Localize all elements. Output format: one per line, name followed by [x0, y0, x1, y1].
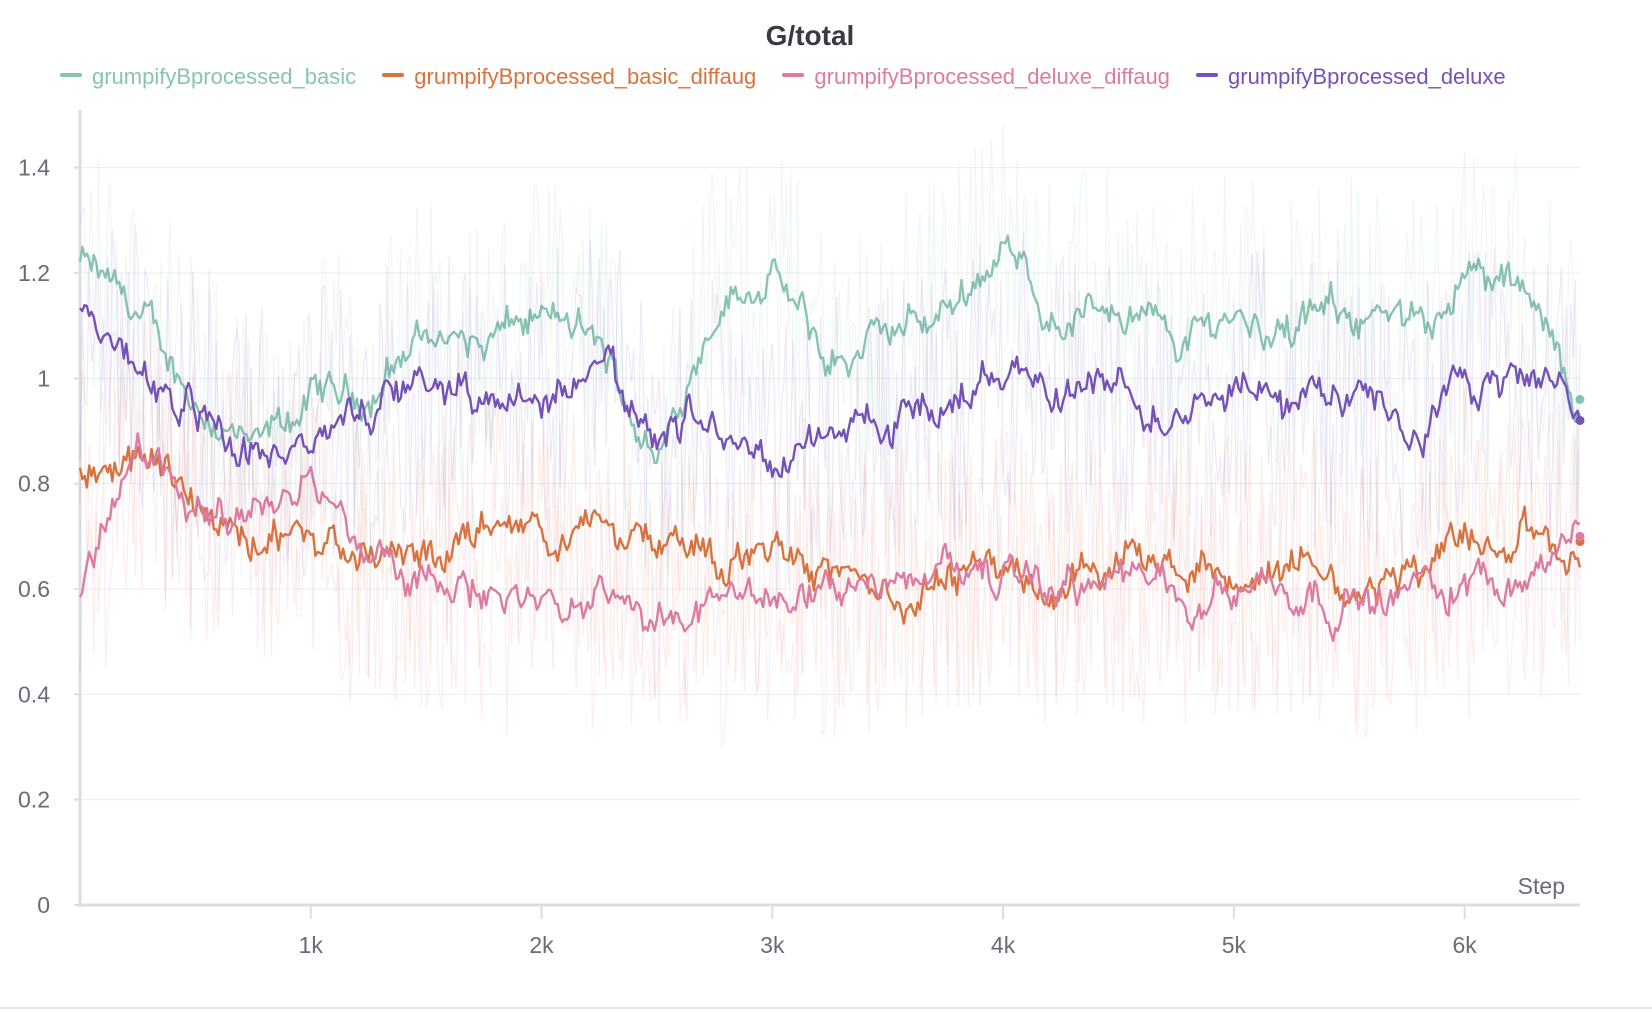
- chart-title: G/total: [765, 20, 855, 51]
- x-axis-title: Step: [1518, 873, 1565, 899]
- x-tick-label: 2k: [529, 932, 554, 958]
- x-tick-label: 5k: [1222, 932, 1247, 958]
- series-layer: [78, 123, 1585, 748]
- legend-label: grumpifyBprocessed_basic_diffaug: [414, 64, 757, 89]
- y-tick-label: 1.2: [18, 260, 50, 286]
- series-line: [78, 445, 1582, 625]
- series-raw-line: [79, 313, 1581, 728]
- series-end-point: [1575, 415, 1585, 425]
- y-tick-label: 1: [37, 365, 50, 391]
- series-raw-line: [79, 223, 1581, 610]
- series-line: [78, 234, 1582, 465]
- x-tick-label: 1k: [299, 932, 324, 958]
- legend-item[interactable]: grumpifyBprocessed_deluxe: [1196, 64, 1506, 90]
- axis-layer: 0 0.2 0.4 0.6 0.8 1 1.2 1.4 1k 2k 3k 4k 5k 6k: [18, 110, 1580, 958]
- legend-swatch: [60, 73, 82, 78]
- series-raw-line: [79, 329, 1581, 748]
- x-tick-label: 4k: [991, 932, 1016, 958]
- y-tick-label: 0.2: [18, 787, 50, 813]
- legend-swatch: [382, 73, 405, 78]
- y-tick-label: 0.4: [18, 681, 50, 707]
- legend: grumpifyBprocessed_basic grumpifyBproces…: [60, 64, 1620, 90]
- legend-item[interactable]: grumpifyBprocessed_basic_diffaug: [382, 64, 756, 90]
- legend-item[interactable]: grumpifyBprocessed_basic: [60, 64, 356, 90]
- y-tick-label: 1.4: [18, 155, 50, 181]
- y-tick-label: 0: [37, 892, 50, 918]
- bottom-divider: [0, 1007, 1652, 1009]
- series-line: [78, 432, 1581, 643]
- y-tick-label: 0.6: [18, 576, 50, 602]
- legend-label: grumpifyBprocessed_basic: [92, 64, 357, 89]
- series-line: [79, 303, 1582, 479]
- legend-swatch: [782, 73, 805, 78]
- y-tick-label: 0.8: [18, 471, 50, 497]
- x-tick-label: 6k: [1452, 932, 1477, 958]
- legend-label: grumpifyBprocessed_deluxe_diffaug: [814, 64, 1170, 89]
- legend-swatch: [1196, 73, 1219, 78]
- series-end-point: [1575, 531, 1585, 541]
- grid-layer: [80, 167, 1580, 801]
- legend-item[interactable]: grumpifyBprocessed_deluxe_diffaug: [782, 64, 1170, 90]
- x-tick-label: 3k: [760, 932, 785, 958]
- series-end-point: [1575, 394, 1585, 404]
- legend-label: grumpifyBprocessed_deluxe: [1228, 64, 1506, 89]
